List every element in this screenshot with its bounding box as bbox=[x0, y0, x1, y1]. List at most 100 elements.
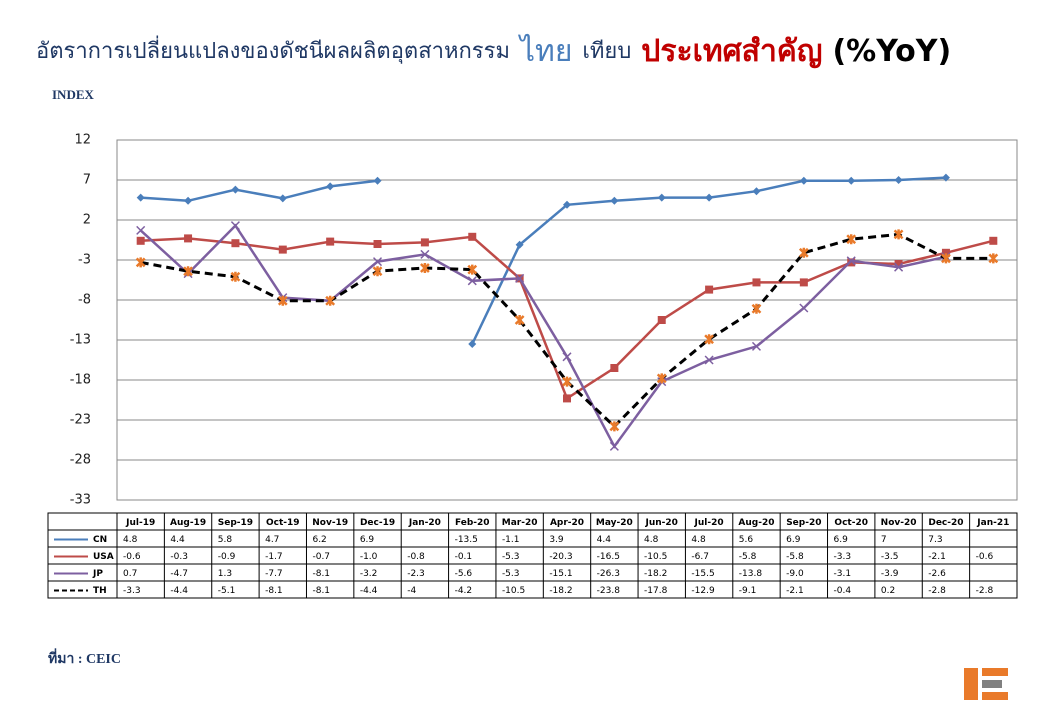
table-value: 4.4 bbox=[170, 535, 185, 545]
table-value: -2.1 bbox=[928, 552, 946, 562]
point bbox=[846, 234, 857, 245]
table-value: 6.9 bbox=[360, 535, 375, 545]
point bbox=[136, 193, 145, 202]
chart-title: อัตราการเปลี่ยนแปลงของดัชนีผลผลิตอุตสาหก… bbox=[36, 33, 951, 69]
point bbox=[941, 248, 950, 257]
y-tick-label: 7 bbox=[83, 173, 91, 188]
table-value: -4 bbox=[407, 586, 416, 596]
point bbox=[420, 263, 430, 273]
point bbox=[562, 376, 572, 387]
point bbox=[515, 240, 524, 249]
point bbox=[989, 236, 998, 245]
point bbox=[941, 173, 950, 182]
point bbox=[467, 264, 478, 275]
point bbox=[420, 249, 430, 259]
y-tick-label: -33 bbox=[70, 493, 91, 508]
table-value: -0.9 bbox=[218, 552, 236, 562]
legend-label: CN bbox=[93, 535, 107, 545]
point bbox=[799, 303, 809, 313]
table-value: -12.9 bbox=[691, 586, 715, 596]
table-value: -8.1 bbox=[312, 586, 330, 596]
table-value: -5.1 bbox=[218, 586, 236, 596]
point bbox=[657, 193, 666, 202]
point bbox=[372, 266, 383, 277]
point bbox=[656, 373, 667, 384]
point bbox=[184, 196, 193, 205]
y-tick-label: -23 bbox=[70, 413, 91, 428]
x-tick-label: Dec-20 bbox=[928, 518, 963, 528]
point bbox=[420, 238, 429, 247]
table-value: -2.6 bbox=[928, 569, 946, 579]
table-value: 6.9 bbox=[834, 535, 849, 545]
table-value: 6.2 bbox=[312, 535, 326, 545]
table-value: -10.5 bbox=[644, 552, 667, 562]
point bbox=[278, 194, 287, 203]
table-value: -5.3 bbox=[502, 569, 520, 579]
point bbox=[894, 262, 904, 272]
point bbox=[705, 285, 714, 294]
y-tick-label: 2 bbox=[83, 213, 91, 228]
table-value: 7 bbox=[881, 535, 887, 545]
x-tick-label: Jan-20 bbox=[408, 518, 441, 528]
x-tick-label: Sep-20 bbox=[786, 518, 821, 528]
x-tick-label: Oct-20 bbox=[834, 518, 868, 528]
table-value: -0.7 bbox=[312, 552, 330, 562]
table-value: -10.5 bbox=[502, 586, 525, 596]
x-tick-label: Mar-20 bbox=[502, 518, 538, 528]
title-part: ประเทศสำคัญ bbox=[641, 34, 822, 69]
point bbox=[325, 295, 336, 306]
table-value: 0.2 bbox=[881, 586, 895, 596]
table-value: -0.6 bbox=[123, 552, 141, 562]
table-value: 4.4 bbox=[597, 535, 612, 545]
x-tick-label: Nov-19 bbox=[312, 518, 348, 528]
point bbox=[230, 221, 240, 231]
point bbox=[136, 225, 146, 235]
point bbox=[326, 237, 335, 246]
table-value: -0.1 bbox=[455, 552, 473, 562]
table-value: -0.4 bbox=[834, 586, 852, 596]
point bbox=[277, 295, 288, 306]
table-value: -1.0 bbox=[360, 552, 378, 562]
y-tick-label: -18 bbox=[70, 373, 91, 388]
table-value: -1.1 bbox=[502, 535, 520, 545]
point bbox=[515, 273, 525, 283]
table-value: -3.3 bbox=[834, 552, 852, 562]
point bbox=[184, 234, 193, 243]
point bbox=[846, 256, 856, 266]
table-value: -4.2 bbox=[455, 586, 473, 596]
point bbox=[799, 176, 808, 185]
table-value: 0.7 bbox=[123, 569, 137, 579]
point bbox=[372, 257, 383, 267]
x-tick-label: Dec-19 bbox=[360, 518, 395, 528]
series bbox=[136, 173, 950, 348]
x-tick-label: Aug-19 bbox=[170, 518, 206, 528]
point bbox=[183, 266, 193, 277]
table-value: -2.8 bbox=[976, 586, 994, 596]
table-value: 5.8 bbox=[218, 535, 233, 545]
legend-label: USA bbox=[93, 552, 114, 562]
table-value: -3.2 bbox=[360, 569, 378, 579]
point bbox=[798, 247, 809, 258]
point bbox=[752, 187, 761, 196]
x-tick-label: Apr-20 bbox=[550, 518, 584, 528]
table-value: -9.0 bbox=[786, 569, 804, 579]
point bbox=[752, 278, 761, 287]
table-value: -0.8 bbox=[407, 552, 425, 562]
point bbox=[610, 196, 619, 205]
point bbox=[751, 341, 762, 351]
point bbox=[894, 260, 903, 268]
table-value: -18.2 bbox=[549, 586, 572, 596]
point bbox=[135, 257, 146, 268]
table-value: -13.5 bbox=[455, 535, 478, 545]
point bbox=[751, 303, 762, 314]
point bbox=[136, 236, 145, 245]
point bbox=[231, 239, 240, 248]
point bbox=[278, 245, 287, 254]
table-value: -6.7 bbox=[691, 552, 709, 562]
table-value: 1.3 bbox=[218, 569, 232, 579]
logo bbox=[964, 668, 1008, 700]
table-value: -15.1 bbox=[549, 569, 572, 579]
x-tick-label: Jul-20 bbox=[694, 518, 724, 528]
